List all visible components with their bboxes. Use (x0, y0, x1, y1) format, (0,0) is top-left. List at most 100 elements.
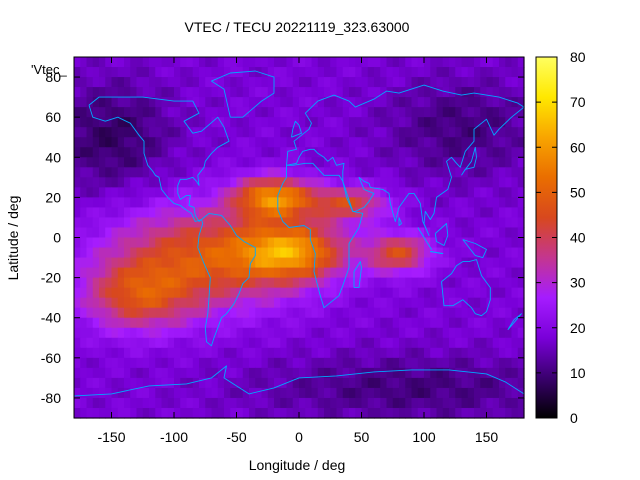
heatmap-cell (292, 237, 300, 249)
heatmap-cell (217, 147, 225, 158)
heatmap-cell (342, 67, 350, 78)
heatmap-cell (430, 147, 438, 158)
heatmap-cell (492, 247, 500, 259)
heatmap-cell (149, 167, 156, 178)
heatmap-cell (292, 357, 300, 369)
heatmap-cell (299, 127, 306, 138)
heatmap-cell (167, 307, 175, 319)
heatmap-cell (430, 247, 438, 259)
heatmap-cell (242, 387, 250, 399)
heatmap-cell (399, 217, 406, 229)
heatmap-cell (436, 157, 444, 168)
heatmap-cell (199, 207, 206, 219)
heatmap-cell (361, 357, 369, 369)
heatmap-cell (374, 137, 381, 148)
heatmap-cell (436, 127, 444, 138)
heatmap-cell (111, 267, 119, 279)
heatmap-cell (99, 197, 106, 209)
heatmap-cell (411, 387, 419, 399)
heatmap-cell (149, 87, 156, 98)
heatmap-cell (511, 67, 519, 78)
heatmap-cell (155, 297, 163, 309)
heatmap-cell (261, 337, 269, 349)
heatmap-cell (167, 327, 175, 339)
heatmap-cell (367, 277, 375, 289)
heatmap-cell (142, 277, 150, 289)
heatmap-cell (199, 67, 206, 78)
heatmap-cell (305, 157, 313, 168)
heatmap-cell (149, 257, 156, 269)
heatmap-cell (205, 167, 213, 178)
heatmap-cell (136, 187, 144, 198)
heatmap-cell (186, 167, 194, 178)
heatmap-cell (374, 187, 381, 198)
heatmap-cell (124, 307, 131, 319)
heatmap-cell (205, 57, 213, 68)
heatmap-cell (124, 137, 131, 148)
heatmap-cell (505, 287, 513, 299)
heatmap-cell (230, 367, 238, 379)
heatmap-cell (86, 397, 94, 409)
coastline (73, 365, 525, 397)
heatmap-cell (299, 177, 306, 188)
heatmap-cell (161, 357, 169, 369)
heatmap-cell (517, 177, 525, 188)
heatmap-cell (311, 147, 319, 158)
heatmap-cell (74, 57, 81, 68)
heatmap-cell (355, 407, 363, 419)
heatmap-cell (236, 187, 244, 198)
heatmap-cell (117, 187, 125, 198)
heatmap-cell (430, 267, 438, 279)
heatmap-cell (455, 237, 463, 249)
heatmap-cell (242, 317, 250, 329)
heatmap-cell (105, 107, 113, 118)
heatmap-cell (330, 347, 338, 359)
heatmap-cell (411, 297, 419, 309)
heatmap-cell (180, 257, 188, 269)
heatmap-cell (255, 287, 263, 299)
heatmap-cell (299, 227, 306, 239)
heatmap-cell (305, 127, 313, 138)
heatmap-cell (392, 297, 400, 309)
heatmap-cell (436, 257, 444, 269)
heatmap-cell (299, 97, 306, 108)
heatmap-cell (461, 167, 469, 178)
x-tick-label: -100 (160, 429, 188, 445)
heatmap-cell (505, 207, 513, 219)
heatmap-cell (117, 147, 125, 158)
heatmap-cell (205, 227, 213, 239)
heatmap-cell (455, 177, 463, 188)
heatmap-cell (355, 387, 363, 399)
heatmap-cell (455, 337, 463, 349)
heatmap-cell (367, 377, 375, 389)
heatmap-cell (330, 197, 338, 209)
heatmap-cell (499, 257, 506, 269)
heatmap-cell (86, 147, 94, 158)
heatmap-cell (242, 167, 250, 178)
heatmap-cell (336, 97, 344, 108)
heatmap-cell (517, 107, 525, 118)
heatmap-cell (199, 277, 206, 289)
heatmap-cell (492, 57, 500, 68)
heatmap-cell (130, 147, 138, 158)
heatmap-cell (417, 57, 425, 68)
heatmap-cell (436, 357, 444, 369)
heatmap-cell (224, 377, 231, 389)
heatmap-cell (336, 317, 344, 329)
heatmap-cell (155, 107, 163, 118)
heatmap-cell (74, 337, 81, 349)
heatmap-cell (192, 357, 200, 369)
heatmap-cell (455, 227, 463, 239)
heatmap-cell (405, 187, 413, 198)
heatmap-cell (436, 297, 444, 309)
heatmap-cell (186, 247, 194, 259)
heatmap-cell (517, 197, 525, 209)
heatmap-cell (405, 277, 413, 289)
heatmap-cell (167, 347, 175, 359)
heatmap-cell (199, 127, 206, 138)
heatmap-cell (461, 157, 469, 168)
heatmap-cell (361, 277, 369, 289)
heatmap-cell (274, 257, 281, 269)
heatmap-cell (161, 137, 169, 148)
heatmap-cell (167, 117, 175, 128)
